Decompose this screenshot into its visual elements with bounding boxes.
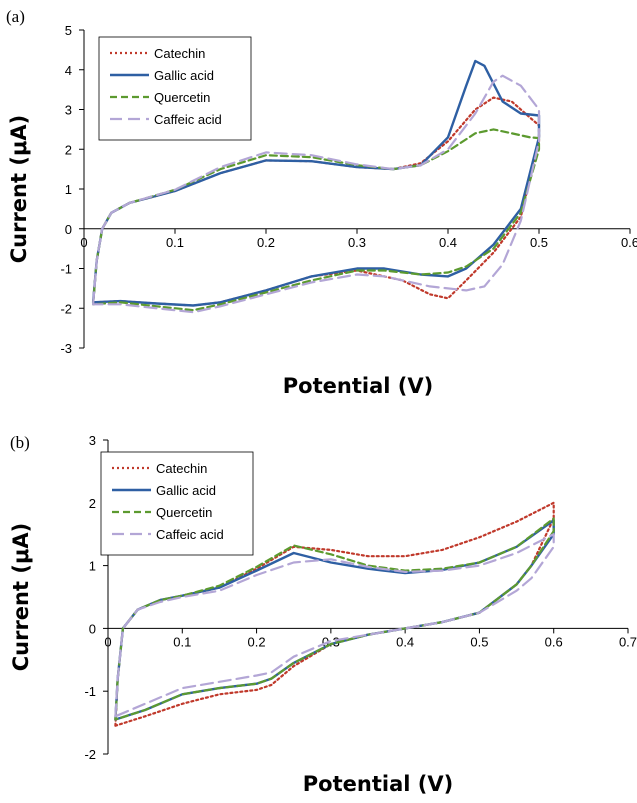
chart0-y-tick-label: 5 [65, 23, 72, 38]
chart0-y-tick-label: -2 [60, 301, 72, 316]
chart1-x-tick-label: 0.6 [545, 634, 563, 649]
chart0-x-tick-label: 0.2 [257, 235, 275, 250]
chart1-series-line-quercetin [114, 517, 555, 721]
chart0-plot: (a) -3 -2 -1 0 1 2 3 4 5 0 0.1 0.2 0.3 0.4 0.5 0.6 Curren… [6, 7, 637, 398]
chart1-y-tick-label: 1 [89, 559, 96, 574]
chart1-y-tick-label: 0 [89, 621, 96, 636]
chart1-legend: Catechin Gallic acid Quercetin Caffeic acid [100, 451, 254, 556]
chart0-y-tick-label: -1 [60, 262, 72, 277]
chart1-legend-label: Catechin [156, 461, 207, 476]
chart1-y-tick-label: 2 [89, 496, 96, 511]
chart1-series-line-caffeic-acid [114, 533, 555, 718]
chart0-x-tick-label: 0.5 [530, 235, 548, 250]
chart1-x-tick-label: 0.5 [470, 634, 488, 649]
chart0-x-tick-label: 0.4 [439, 235, 457, 250]
chart0-y-tick-label: 1 [65, 182, 72, 197]
chart1-x-axis-title: Potential (V) [303, 772, 453, 796]
chart1-x-tick-label: 0.2 [248, 634, 266, 649]
chart0-legend-label: Catechin [154, 46, 205, 61]
chart0-x-tick-label: 0.1 [166, 235, 184, 250]
chart0-x-axis-title: Potential (V) [283, 374, 433, 398]
chart0-legend-label: Caffeic acid [154, 112, 222, 127]
chart0-series-line-gallic-acid [91, 59, 541, 307]
chart0-y-axis-title: Current (μA) [7, 115, 31, 264]
chart1-y-tick-label: 3 [89, 433, 96, 448]
chart1-x-tick-label: 0.7 [619, 634, 637, 649]
chart0-series-line-caffeic-acid [92, 74, 541, 314]
chart0-y-tick-label: -3 [60, 341, 72, 356]
chart0-legend-label: Quercetin [154, 90, 210, 105]
chart1-series-line-catechin [114, 501, 555, 727]
chart0-y-tick-label: 2 [65, 142, 72, 157]
chart0-y-tick-label: 0 [65, 222, 72, 237]
chart0-legend-box [98, 36, 252, 141]
chart0-y-tick-label: 4 [65, 63, 72, 78]
chart0-legend: Catechin Gallic acid Quercetin Caffeic acid [98, 36, 252, 141]
chart1-x-tick-label: 0.1 [173, 634, 191, 649]
chart0-x-tick-label: 0 [80, 235, 87, 250]
chart1-legend-label: Quercetin [156, 505, 212, 520]
chart1-panel-label: (b) [10, 433, 30, 452]
chart1-legend-label: Caffeic acid [156, 527, 224, 542]
chart0-x-tick-label: 0.3 [348, 235, 366, 250]
chart0-x-tick-label: 0.6 [621, 235, 637, 250]
chart0-legend-label: Gallic acid [154, 68, 214, 83]
chart1-y-axis-title: Current (μA) [9, 523, 33, 672]
chart1-legend-label: Gallic acid [156, 483, 216, 498]
chart1-x-tick-label: 0.4 [396, 634, 414, 649]
chart0-panel-label: (a) [6, 7, 25, 26]
chart1-legend-box [100, 451, 254, 556]
chart1-y-tick-label: -1 [84, 684, 96, 699]
chart1-x-tick-label: 0 [104, 634, 111, 649]
chart0-y-tick-label: 3 [65, 103, 72, 118]
chart1-y-tick-label: -2 [84, 747, 96, 762]
